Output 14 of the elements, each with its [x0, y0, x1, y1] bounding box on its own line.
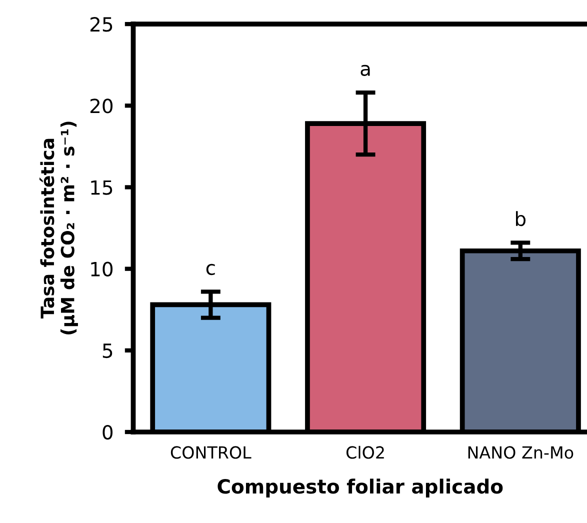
- y-axis-title: Tasa fotosintética (µM de CO₂ · m² · s⁻¹): [40, 122, 78, 334]
- annotation: c: [206, 264, 215, 276]
- y-tick-label: 0: [102, 424, 113, 440]
- y-tick-label: 5: [102, 344, 112, 358]
- x-tick-label: CONTROL: [170, 446, 252, 459]
- y-tick-label: 25: [90, 17, 112, 32]
- annotation: a: [360, 64, 370, 76]
- x-axis-title: Compuesto foliar aplicado: [218, 478, 503, 498]
- y-tick-label: 15: [91, 180, 112, 195]
- x-tick-label: ClO2: [346, 446, 384, 459]
- y-tick-label: 20: [90, 98, 113, 114]
- annotation: b: [516, 211, 526, 226]
- y-tick-label: 10: [91, 262, 113, 276]
- x-tick-label: NANO Zn-Mo: [468, 446, 574, 459]
